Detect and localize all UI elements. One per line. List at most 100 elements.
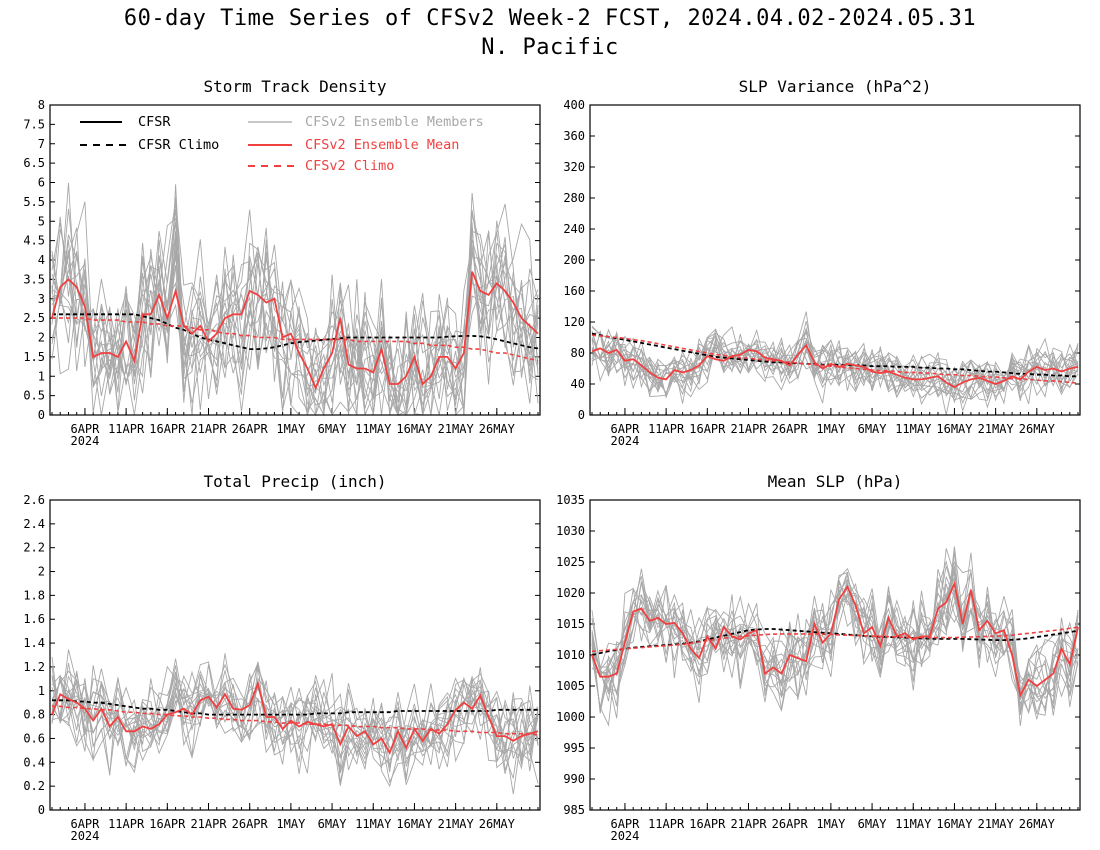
ensemble-member-line <box>51 242 539 416</box>
y-tick-label: 8 <box>38 98 45 112</box>
y-tick-label: 280 <box>563 191 585 205</box>
y-tick-label: 2.2 <box>23 541 45 555</box>
chart-panel-1: SLP Variance (hPa^2) 0 40 80 120 160 200 240 280… <box>563 77 1081 448</box>
y-tick-label: 1.5 <box>23 350 45 364</box>
y-tick-label: 1010 <box>556 648 585 662</box>
chart-panel-3: Mean SLP (hPa) 985 990 995 1000 1005 1010 1015 1… <box>556 472 1081 843</box>
ensemble-member-line <box>591 334 1079 404</box>
y-tick-label: 400 <box>563 98 585 112</box>
ensemble-member-line <box>51 184 539 416</box>
y-tick-label: 2.4 <box>23 517 45 531</box>
y-tick-label: 0.6 <box>23 731 45 745</box>
chart-region-subtitle: N. Pacific <box>481 35 619 60</box>
y-tick-label: 1.4 <box>23 636 45 650</box>
y-tick-label: 1015 <box>556 617 585 631</box>
x-tick-label: 21APR <box>190 422 227 436</box>
x-tick-label: 16APR <box>149 422 186 436</box>
y-tick-label: 80 <box>571 346 585 360</box>
x-tick-label: 11APR <box>108 422 145 436</box>
ensemble-members <box>51 182 539 417</box>
ensemble-member-line <box>591 560 1079 699</box>
y-tick-label: 0 <box>38 803 45 817</box>
ensemble-members <box>51 649 539 795</box>
panel-title: Mean SLP (hPa) <box>768 472 903 491</box>
y-tick-label: 1030 <box>556 524 585 538</box>
cfsv2-climo-line <box>52 705 539 736</box>
x-tick-label: 26MAY <box>1019 817 1056 831</box>
y-tick-label: 1025 <box>556 555 585 569</box>
ensemble-mean-line <box>591 580 1079 698</box>
ensemble-member-line <box>51 656 539 795</box>
plot-frame <box>49 499 541 811</box>
cfsv2-climo-line <box>591 334 1079 384</box>
panel-title: Total Precip (inch) <box>203 472 386 491</box>
y-tick-label: 995 <box>563 741 585 755</box>
y-tick-label: 0.8 <box>23 708 45 722</box>
x-tick-label: 21APR <box>730 422 767 436</box>
x-tick-label: 26APR <box>772 422 809 436</box>
ensemble-member-line <box>591 581 1079 705</box>
ensemble-member-line <box>51 674 539 784</box>
legend-climo-label: CFSv2 Climo <box>305 158 394 174</box>
x-tick-label: 26MAY <box>479 422 516 436</box>
x-tick-year-label: 2024 <box>610 829 639 843</box>
y-tick-label: 3 <box>38 292 45 306</box>
x-tick-label: 11MAY <box>895 422 932 436</box>
x-tick-label: 6APR <box>70 817 100 831</box>
y-tick-label: 6 <box>38 176 45 190</box>
y-tick-label: 5 <box>38 214 45 228</box>
x-tick-label: 26APR <box>232 422 269 436</box>
x-tick-label: 6MAY <box>858 422 888 436</box>
x-tick-label: 11APR <box>648 817 685 831</box>
y-tick-label: 160 <box>563 284 585 298</box>
x-tick-label: 6MAY <box>318 422 348 436</box>
y-tick-label: 6.5 <box>23 156 45 170</box>
panel-title: Storm Track Density <box>203 77 386 96</box>
x-tick-label: 1MAY <box>816 422 846 436</box>
x-tick-label: 21APR <box>190 817 227 831</box>
chart-panel-2: Total Precip (inch) 0 0.2 0.4 0.6 0.8 1 1.2 1.4 1… <box>23 472 541 843</box>
y-tick-label: 0 <box>38 408 45 422</box>
x-tick-label: 26APR <box>232 817 269 831</box>
y-tick-label: 240 <box>563 222 585 236</box>
y-tick-label: 1020 <box>556 586 585 600</box>
legend-mean-label: CFSv2 Ensemble Mean <box>305 137 459 153</box>
x-tick-label: 16APR <box>689 422 726 436</box>
x-tick-year-label: 2024 <box>70 434 99 448</box>
legend-cfsr-label: CFSR <box>138 114 171 130</box>
plot-frame <box>49 104 541 416</box>
cfsr-climo-line <box>591 628 1079 656</box>
y-tick-label: 360 <box>563 129 585 143</box>
chart-panel-0: Storm Track Density 0 0.5 1 1.5 2 2.5 3 3.5 4 4.5 5… <box>23 77 541 448</box>
x-tick-label: 26MAY <box>1019 422 1056 436</box>
y-tick-label: 7 <box>38 137 45 151</box>
legend: CFSR CFSR Climo CFSv2 Ensemble Members C… <box>80 114 484 174</box>
y-tick-label: 985 <box>563 803 585 817</box>
y-tick-label: 0 <box>578 408 585 422</box>
x-tick-year-label: 2024 <box>610 434 639 448</box>
x-tick-label: 16MAY <box>936 817 973 831</box>
y-tick-label: 1005 <box>556 679 585 693</box>
y-tick-label: 4.5 <box>23 234 45 248</box>
x-tick-label: 6MAY <box>318 817 348 831</box>
x-tick-label: 11APR <box>648 422 685 436</box>
x-tick-label: 26APR <box>772 817 809 831</box>
x-tick-label: 1MAY <box>276 422 306 436</box>
panel-title: SLP Variance (hPa^2) <box>739 77 932 96</box>
x-tick-label: 16MAY <box>396 422 433 436</box>
y-tick-label: 1 <box>38 369 45 383</box>
y-tick-label: 0.5 <box>23 389 45 403</box>
y-tick-label: 4 <box>38 253 45 267</box>
x-tick-label: 16APR <box>689 817 726 831</box>
ensemble-mean-line <box>591 343 1079 389</box>
ensemble-mean-line <box>51 680 539 755</box>
x-tick-label: 21APR <box>730 817 767 831</box>
cfsv2-climo-line <box>52 317 539 362</box>
y-tick-label: 0.4 <box>23 755 45 769</box>
y-tick-label: 1.8 <box>23 588 45 602</box>
page-title: 60-day Time Series of CFSv2 Week-2 FCST,… <box>0 4 1100 62</box>
ensemble-members <box>591 311 1079 416</box>
x-tick-label: 16APR <box>149 817 186 831</box>
x-tick-year-label: 2024 <box>70 829 99 843</box>
